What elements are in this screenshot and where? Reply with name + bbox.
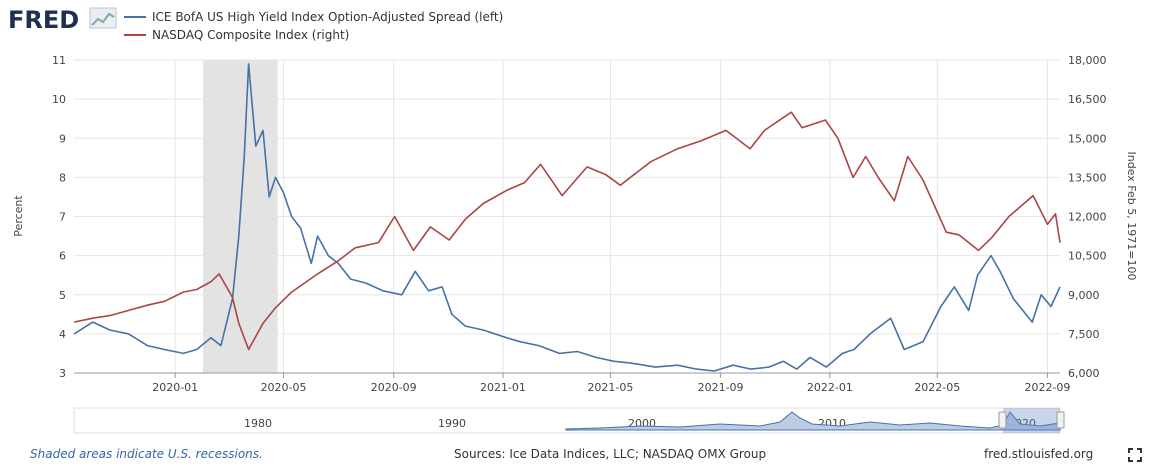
site-link[interactable]: fred.stlouisfed.org <box>984 447 1094 461</box>
navigator-series-area <box>565 411 1061 431</box>
legend-label-right-series: NASDAQ Composite Index (right) <box>152 28 350 42</box>
x-tick-label: 2020-09 <box>371 381 417 394</box>
series-line-high-yield-spread <box>73 63 1061 372</box>
y-left-tick-label: 11 <box>52 54 66 67</box>
y-left-tick-label: 5 <box>59 289 66 302</box>
fred-logo-text: FRED <box>8 6 79 34</box>
y-right-tick-label: 10,500 <box>1068 250 1107 263</box>
navigator-year-label: 1980 <box>244 417 272 430</box>
x-tick-label: 2022-05 <box>914 381 960 394</box>
series-layer <box>73 63 1061 372</box>
legend-swatch-blue <box>124 16 146 18</box>
x-tick-label: 2022-09 <box>1024 381 1070 394</box>
y-left-tick-label: 3 <box>59 367 66 380</box>
axis-layer: 3 6,000 4 7,500 5 9,000 6 10,500 7 12,000 8 13,500 9… <box>52 54 1107 394</box>
y-left-tick-label: 10 <box>52 93 66 106</box>
chart: 3 6,000 4 7,500 5 9,000 6 10,500 7 12,000 8 13,500 9… <box>12 54 1138 434</box>
navigator-selection[interactable] <box>1003 408 1060 433</box>
x-tick-label: 2022-01 <box>807 381 853 394</box>
y-left-tick-label: 6 <box>59 250 66 263</box>
sources-text: Sources: Ice Data Indices, LLC; NASDAQ O… <box>454 447 767 461</box>
y-right-tick-label: 13,500 <box>1068 171 1107 184</box>
fred-logo[interactable]: FRED <box>8 5 120 35</box>
y-right-tick-label: 6,000 <box>1068 367 1100 380</box>
recession-note: Shaded areas indicate U.S. recessions. <box>30 447 263 461</box>
navigator[interactable]: 1980 1990 2000 2010 2020 <box>73 407 1065 434</box>
y-left-tick-label: 7 <box>59 211 66 224</box>
y-right-tick-label: 18,000 <box>1068 54 1107 67</box>
chart-legend: ICE BofA US High Yield Index Option-Adju… <box>124 8 503 44</box>
y-left-tick-label: 4 <box>59 328 66 341</box>
grid-layer <box>74 59 1060 374</box>
y-right-tick-label: 7,500 <box>1068 328 1100 341</box>
y-axis-left-title: Percent <box>12 195 25 237</box>
y-left-tick-label: 8 <box>59 171 66 184</box>
y-right-tick-label: 9,000 <box>1068 289 1100 302</box>
legend-item-left-series[interactable]: ICE BofA US High Yield Index Option-Adju… <box>124 8 503 26</box>
x-tick-label: 2020-01 <box>152 381 198 394</box>
y-right-tick-label: 15,000 <box>1068 132 1107 145</box>
fred-graph-icon <box>89 7 117 29</box>
navigator-handle-right[interactable] <box>1056 411 1065 429</box>
x-tick-label: 2021-09 <box>698 381 744 394</box>
legend-swatch-red <box>124 34 146 36</box>
x-tick-label: 2020-05 <box>261 381 307 394</box>
y-axis-right-title: Index Feb 5, 1971=100 <box>1125 152 1138 281</box>
series-line-nasdaq <box>73 111 1061 351</box>
fullscreen-icon[interactable] <box>1128 448 1142 462</box>
x-tick-label: 2021-01 <box>480 381 526 394</box>
x-tick-label: 2021-05 <box>587 381 633 394</box>
legend-item-right-series[interactable]: NASDAQ Composite Index (right) <box>124 26 503 44</box>
y-right-tick-label: 16,500 <box>1068 93 1107 106</box>
y-left-tick-label: 9 <box>59 132 66 145</box>
navigator-handle-left[interactable] <box>998 411 1007 429</box>
y-right-tick-label: 12,000 <box>1068 211 1107 224</box>
navigator-year-label: 1990 <box>438 417 466 430</box>
legend-label-left-series: ICE BofA US High Yield Index Option-Adju… <box>152 10 504 24</box>
